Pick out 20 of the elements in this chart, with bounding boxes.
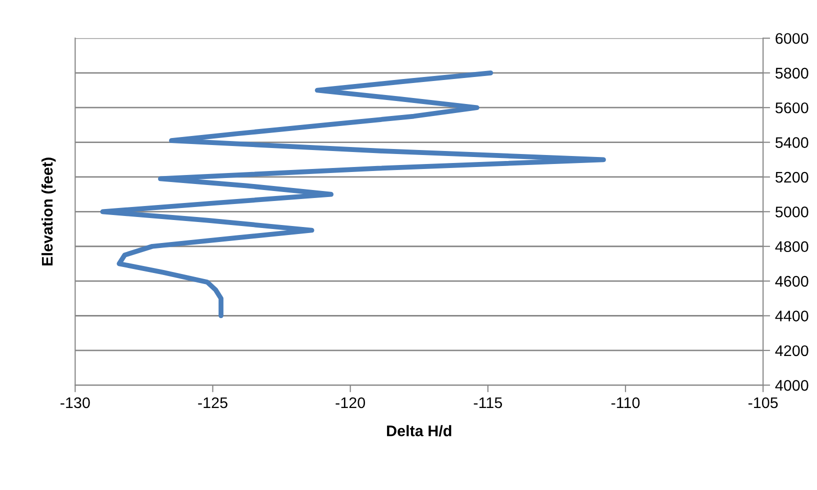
x-tick-label: -125 (198, 397, 228, 408)
x-tick-label: -115 (474, 398, 502, 408)
x-tick-label: -120 (336, 397, 366, 408)
x-tick-label: -110 (611, 397, 640, 408)
y-tick-label: 5800 (775, 68, 808, 79)
y-tick-label: 4000 (775, 380, 808, 391)
y-tick-label: 4800 (775, 241, 808, 252)
line-series (100, 70, 606, 318)
y-tick-label: 5200 (775, 172, 808, 183)
y-tick-label: 4200 (775, 345, 808, 356)
y-tick-label: 4600 (775, 276, 808, 287)
y-tick-label: 4400 (775, 310, 808, 322)
x-axis-title: Delta H/d (387, 425, 452, 436)
x-tick-label: -130 (60, 397, 90, 408)
y-tick-label: 6000 (776, 33, 808, 44)
y-tick-label: 5400 (775, 137, 808, 148)
x-tick-label: -105 (748, 397, 778, 408)
y-axis-title: Elevation (feet) (41, 158, 56, 266)
y-tick-label: 5000 (775, 206, 808, 218)
y-tick-label: 5600 (775, 102, 808, 114)
